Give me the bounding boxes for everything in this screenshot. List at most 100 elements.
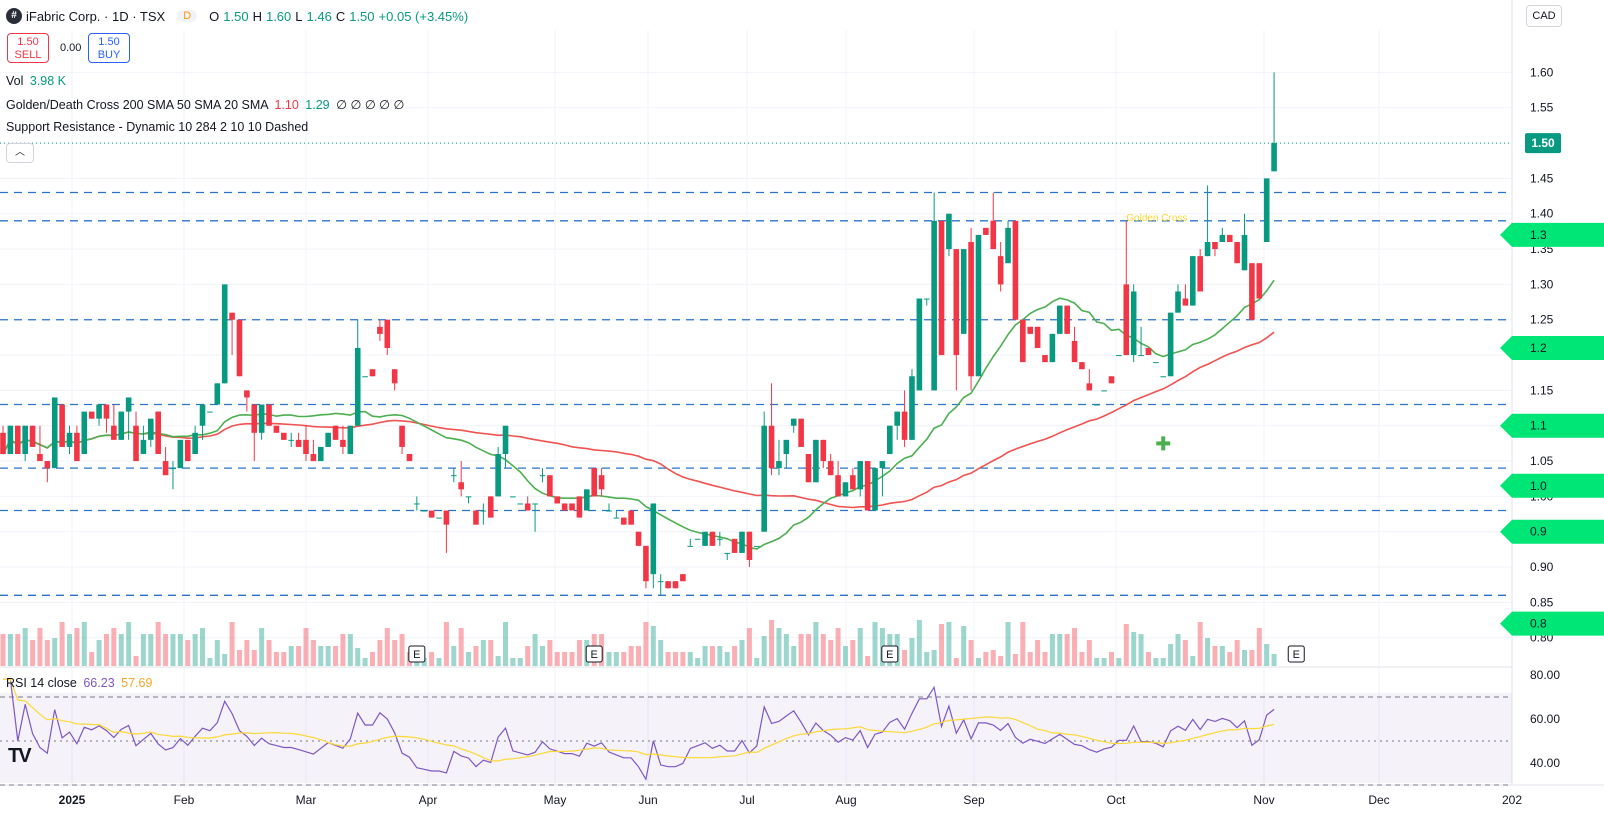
candle-body <box>495 454 501 497</box>
cross-value-2: 1.29 <box>305 98 330 112</box>
candle <box>510 496 516 498</box>
time-tick-label: Jul <box>739 793 754 807</box>
symbol-title[interactable]: iFabric Corp. · 1D · TSX <box>26 8 166 24</box>
open-label: O <box>209 8 220 24</box>
candle-body <box>805 454 812 483</box>
candle <box>473 510 479 525</box>
volume-bar <box>214 640 220 666</box>
candle-body <box>894 411 900 426</box>
candle-body <box>266 404 272 426</box>
candle-body <box>554 496 561 504</box>
volume-bar <box>303 628 309 666</box>
candle-body <box>332 425 339 440</box>
candle <box>532 503 538 532</box>
volume-legend[interactable]: Vol 3.98 K <box>6 74 66 88</box>
candle <box>1175 284 1181 313</box>
sr-level-tag: 0.9 <box>1500 519 1604 544</box>
candle <box>170 461 176 490</box>
volume-bar <box>687 652 693 666</box>
candle <box>687 538 694 547</box>
volume-bar <box>495 656 501 666</box>
candle-body <box>443 510 450 525</box>
rsi-label: RSI 14 close <box>6 676 77 690</box>
candle-body <box>635 531 642 546</box>
candle-body <box>680 574 686 582</box>
candle-body <box>184 439 191 462</box>
time-tick-label: Aug <box>835 793 856 807</box>
candle <box>1249 263 1255 320</box>
candle-body <box>717 538 723 540</box>
candle <box>347 425 354 454</box>
volume-bar <box>370 652 375 666</box>
candle-body <box>192 432 198 454</box>
candle <box>51 397 58 469</box>
cross-legend[interactable]: Golden/Death Cross 200 SMA 50 SMA 20 SMA… <box>6 97 404 112</box>
candle-body <box>539 475 546 477</box>
time-tick-label: 2025 <box>59 793 86 807</box>
candle <box>14 425 21 454</box>
price-tick-label: 1.15 <box>1530 383 1554 397</box>
collapse-legend-button[interactable]: ︿ <box>6 143 34 163</box>
volume-bar <box>207 658 213 666</box>
volume-bar <box>961 626 967 666</box>
candle <box>1160 376 1167 378</box>
sr-legend[interactable]: Support Resistance - Dynamic 10 284 2 10… <box>6 120 308 134</box>
volume-bar <box>266 640 272 666</box>
candle-body <box>517 503 524 505</box>
candle <box>1182 284 1189 306</box>
volume-bar <box>15 634 21 666</box>
candle <box>598 468 605 497</box>
volume-bar <box>1219 646 1225 666</box>
rsi-legend[interactable]: RSI 14 close 66.23 57.69 <box>6 676 152 690</box>
candle <box>569 503 575 511</box>
candle <box>310 439 317 462</box>
candle <box>37 425 43 462</box>
volume-bar <box>111 628 117 666</box>
candle-body <box>606 510 612 512</box>
currency-selector[interactable]: CAD <box>1526 5 1562 27</box>
volume-bar <box>1020 622 1026 666</box>
sma-200-line <box>2 331 1275 509</box>
volume-bar <box>916 620 922 666</box>
volume-bar <box>998 656 1004 666</box>
candle-body <box>768 425 775 469</box>
sr-tag-label: 0.8 <box>1530 617 1547 631</box>
volume-bar <box>384 628 390 666</box>
candle <box>399 425 405 454</box>
candle-body <box>1263 178 1270 242</box>
candle-body <box>753 545 760 547</box>
time-tick-label: May <box>544 793 567 807</box>
candle <box>221 284 228 384</box>
earnings-marker: E <box>585 645 603 663</box>
sell-button[interactable]: 1.50 SELL <box>7 33 49 63</box>
candle <box>1226 234 1233 242</box>
symbol-icon[interactable]: # <box>6 8 22 24</box>
volume-bar <box>1271 654 1277 666</box>
candle <box>931 192 937 391</box>
candle <box>384 319 391 356</box>
volume-bar <box>628 646 634 666</box>
candle-body <box>790 418 797 426</box>
candle <box>1005 220 1011 264</box>
volume-bar <box>783 634 789 666</box>
candle-body <box>1182 298 1189 306</box>
candle-body <box>473 510 479 525</box>
volume-bar <box>1153 658 1159 666</box>
candle-body <box>251 404 258 433</box>
volume-bar <box>835 628 841 666</box>
candle-body <box>214 383 221 405</box>
time-tick-label: Oct <box>1107 793 1126 807</box>
candle-body <box>22 425 28 454</box>
volume-bar <box>1234 640 1240 666</box>
buy-button[interactable]: 1.50 BUY <box>88 33 130 63</box>
volume-bar <box>59 622 65 666</box>
interval-badge[interactable]: D <box>177 10 198 22</box>
earnings-marker: E <box>881 645 899 663</box>
chevron-up-icon: ︿ <box>15 147 25 158</box>
candle-body <box>798 418 804 447</box>
candle <box>369 369 376 377</box>
volume-bar <box>273 652 279 666</box>
candle-body <box>1071 340 1078 363</box>
earnings-letter: E <box>591 649 598 661</box>
